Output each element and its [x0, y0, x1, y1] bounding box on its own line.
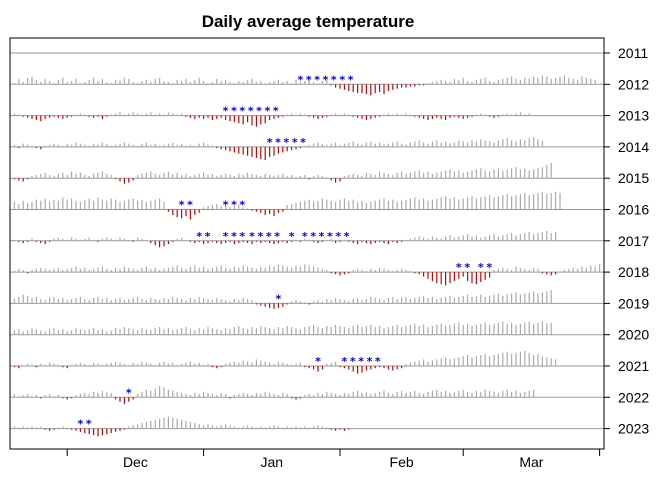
y-tick-label-2020: 2020 — [618, 327, 649, 343]
marker-2016-0: * — [187, 199, 193, 212]
marker-2013-0: * — [248, 105, 254, 118]
marker-2014-0: * — [267, 136, 273, 149]
marker-2012-0: * — [314, 73, 320, 86]
row-2023: * * — [10, 416, 604, 437]
marker-2021-1: * — [375, 355, 381, 368]
plot-frame — [9, 37, 605, 450]
marker-2013-0: * — [223, 105, 229, 118]
marker-2016-1: * — [223, 199, 229, 212]
row-2018: * * * * — [10, 261, 604, 286]
marker-2014-0: * — [275, 136, 281, 149]
row-2015 — [10, 162, 604, 184]
y-tick-label-2023: 2023 — [618, 421, 649, 437]
marker-2017-3: * — [289, 230, 295, 243]
marker-2018-0: * — [456, 261, 462, 274]
row-2014: * * * * * — [10, 136, 604, 161]
rows-layer: * * * * * * ** * * * * * ** * * * ** * * * ** * * * * * * * * * * * * * * *… — [10, 52, 604, 437]
marker-2014-0: * — [300, 136, 306, 149]
marker-2013-0: * — [239, 105, 245, 118]
chart-title: Daily average temperature — [202, 12, 415, 31]
marker-2013-0: * — [231, 105, 237, 118]
marker-2017-4: * — [302, 230, 308, 243]
marker-2014-0: * — [283, 136, 289, 149]
marker-2012-0: * — [339, 73, 345, 86]
marker-2019-0: * — [276, 292, 282, 305]
marker-2012-0: * — [331, 73, 337, 86]
marker-2012-0: * — [323, 73, 329, 86]
marker-2021-1: * — [367, 355, 373, 368]
row-2022: * — [10, 386, 604, 404]
x-tick-label-mar: Mar — [519, 454, 543, 470]
row-2017: * * * * * * * * * * * * * * * * — [10, 230, 604, 248]
y-tick-label-2011: 2011 — [618, 45, 648, 61]
marker-2021-0: * — [315, 355, 321, 368]
marker-2018-0: * — [464, 261, 470, 274]
marker-2016-0: * — [179, 199, 185, 212]
marker-2012-0: * — [348, 73, 354, 86]
marker-2017-1: * — [223, 230, 229, 243]
marker-2017-2: * — [258, 230, 264, 243]
marker-2017-2: * — [266, 230, 272, 243]
y-tick-label-2016: 2016 — [618, 202, 649, 218]
x-tick-label-jan: Jan — [261, 454, 284, 470]
y-tick-label-2022: 2022 — [618, 389, 649, 405]
marker-2017-1: * — [231, 230, 237, 243]
marker-2016-1: * — [231, 199, 237, 212]
marker-2021-1: * — [358, 355, 364, 368]
y-tick-label-2018: 2018 — [618, 264, 649, 280]
y-tick-label-2014: 2014 — [618, 139, 649, 155]
marker-2022-0: * — [126, 386, 132, 399]
marker-2017-4: * — [310, 230, 316, 243]
marker-2012-0: * — [306, 73, 312, 86]
y-tick-label-2021: 2021 — [618, 358, 649, 374]
y-tick-label-2019: 2019 — [618, 295, 649, 311]
row-2013: * * * * * * * — [10, 105, 604, 127]
y-tick-label-2013: 2013 — [618, 108, 649, 124]
marker-2016-1: * — [239, 199, 245, 212]
row-2012: * * * * * * * — [10, 73, 604, 96]
marker-2014-0: * — [292, 136, 298, 149]
marker-2013-0: * — [256, 105, 262, 118]
marker-2021-1: * — [350, 355, 356, 368]
marker-2023-0: * — [86, 418, 92, 431]
axes-layer: 2011 2012 2013 2014 2015 2016 2017 2018 2019 2020… — [66, 45, 649, 470]
marker-2017-4: * — [319, 230, 325, 243]
marker-2017-4: * — [344, 230, 350, 243]
y-tick-label-2012: 2012 — [618, 76, 649, 92]
marker-2018-1: * — [478, 261, 484, 274]
marker-2017-4: * — [327, 230, 333, 243]
y-tick-label-2017: 2017 — [618, 233, 649, 249]
marker-2017-2: * — [249, 230, 255, 243]
row-2016: * * * * * — [10, 191, 604, 220]
marker-2023-0: * — [78, 418, 84, 431]
marker-2013-0: * — [273, 105, 279, 118]
y-tick-label-2015: 2015 — [618, 170, 649, 186]
marker-2013-0: * — [265, 105, 271, 118]
marker-2017-0: * — [205, 230, 211, 243]
x-tick-label-feb: Feb — [390, 454, 414, 470]
marker-2017-0: * — [196, 230, 202, 243]
marker-2017-1: * — [239, 230, 245, 243]
x-tick-label-dec: Dec — [123, 454, 148, 470]
row-2020 — [10, 321, 604, 336]
marker-2012-0: * — [298, 73, 304, 86]
marker-2021-1: * — [342, 355, 348, 368]
marker-2017-4: * — [335, 230, 341, 243]
marker-2017-2: * — [274, 230, 280, 243]
row-2019: * — [10, 290, 604, 309]
row-2021: * * * * * * — [10, 350, 604, 374]
marker-2018-1: * — [486, 261, 492, 274]
